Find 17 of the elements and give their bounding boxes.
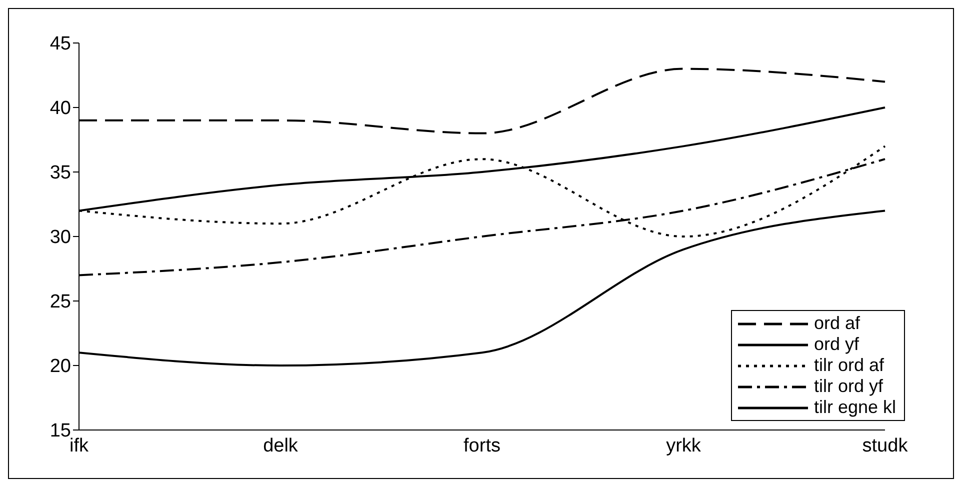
y-tick-label: 40 <box>50 98 71 120</box>
y-tick-label: 45 <box>50 34 71 55</box>
legend-label: tilr ord af <box>814 355 884 376</box>
x-tick-label: forts <box>464 435 500 456</box>
y-tick-label: 30 <box>50 227 71 248</box>
x-tick-label: studk <box>862 435 908 456</box>
x-tick-label: ifk <box>70 435 89 456</box>
y-tick-label: 25 <box>50 292 71 313</box>
y-tick-label: 35 <box>50 162 71 184</box>
x-tick-label: delk <box>263 435 298 456</box>
legend-label: tilr ord yf <box>814 376 883 397</box>
x-tick-label: yrkk <box>666 435 702 456</box>
legend-label: tilr egne kl <box>814 397 896 418</box>
legend-label: ord yf <box>814 334 859 355</box>
y-tick-label: 15 <box>50 420 71 442</box>
legend-label: ord af <box>814 313 860 334</box>
y-tick-label: 20 <box>50 356 71 378</box>
